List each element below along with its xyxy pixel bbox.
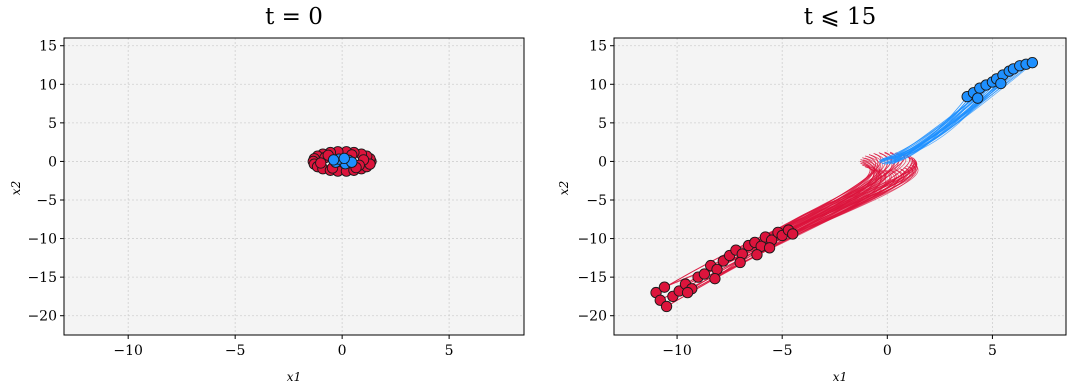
right-trajectory-marks bbox=[650, 57, 1039, 313]
y-tick-label: −10 bbox=[27, 232, 57, 248]
y-tick-label: 10 bbox=[39, 77, 57, 93]
red-point bbox=[315, 157, 327, 169]
x-tick-label: −10 bbox=[662, 343, 692, 359]
x-tick-label: 5 bbox=[445, 343, 454, 359]
y-tick-label: −20 bbox=[27, 309, 57, 325]
red-end-point bbox=[751, 249, 763, 261]
right-plot-frame bbox=[613, 37, 1067, 336]
red-end-point bbox=[763, 242, 776, 254]
left-plot-background bbox=[64, 38, 524, 335]
red-end-point bbox=[734, 256, 746, 269]
right-x-axis-label: x1 bbox=[833, 370, 847, 384]
right-chart-title: t ⩽ 15 bbox=[804, 4, 876, 30]
blue-end-point bbox=[972, 92, 984, 104]
left-chart-title: t = 0 bbox=[265, 4, 323, 30]
left-y-axis-label: x2 bbox=[9, 181, 23, 195]
y-tick-label: −5 bbox=[586, 193, 607, 209]
x-tick-label: −5 bbox=[772, 343, 793, 359]
blue-end-point bbox=[1026, 57, 1039, 69]
y-tick-label: 15 bbox=[39, 39, 57, 55]
left-plot-frame bbox=[63, 37, 525, 336]
trajectory-line bbox=[777, 169, 882, 233]
y-tick-label: −20 bbox=[577, 309, 607, 325]
x-tick-label: 0 bbox=[338, 343, 347, 359]
trajectory-line bbox=[714, 169, 905, 280]
trajectory-line bbox=[781, 168, 886, 231]
trajectory-line bbox=[796, 162, 919, 232]
left-scatter-marks bbox=[307, 146, 377, 177]
left-x-axis-label: x1 bbox=[287, 370, 301, 384]
red-end-point bbox=[787, 228, 799, 240]
left-ticks: −10 −5 0 5 15 10 5 0 −5 −10 −15 −20 bbox=[27, 39, 453, 359]
red-end-point bbox=[681, 286, 694, 299]
y-tick-label: 15 bbox=[589, 39, 607, 55]
red-end-point bbox=[658, 281, 671, 293]
red-end-point bbox=[709, 273, 721, 285]
trajectory-line bbox=[894, 83, 1002, 164]
y-tick-label: −10 bbox=[577, 232, 607, 248]
right-ticks: −10 −5 0 5 15 10 5 0 −5 −10 −15 −20 bbox=[577, 39, 996, 359]
x-tick-label: −10 bbox=[113, 343, 143, 359]
blue-end-point bbox=[995, 77, 1007, 90]
left-gridlines bbox=[64, 38, 524, 335]
right-y-axis-label: x2 bbox=[557, 181, 571, 195]
x-tick-label: 0 bbox=[883, 343, 892, 359]
red-end-point bbox=[660, 300, 673, 313]
y-tick-label: 0 bbox=[598, 154, 607, 170]
red-end-point bbox=[698, 268, 711, 280]
x-tick-label: −5 bbox=[225, 343, 246, 359]
y-tick-label: −15 bbox=[27, 270, 57, 286]
trajectory-line bbox=[888, 62, 1033, 165]
y-tick-label: 5 bbox=[48, 116, 57, 132]
y-tick-label: 10 bbox=[589, 77, 607, 93]
blue-point bbox=[327, 154, 340, 166]
y-tick-label: −5 bbox=[36, 193, 57, 209]
y-tick-label: 5 bbox=[598, 116, 607, 132]
left-chart-panel: −10 −5 0 5 15 10 5 0 −5 −10 −15 −20 t = 0 x1 x2 bbox=[9, 4, 525, 384]
x-tick-label: 5 bbox=[988, 343, 997, 359]
y-tick-label: −15 bbox=[577, 270, 607, 286]
y-tick-label: 0 bbox=[48, 154, 57, 170]
blue-point bbox=[338, 152, 350, 164]
trajectory-line bbox=[893, 80, 1006, 164]
right-chart-panel: −10 −5 0 5 15 10 5 0 −5 −10 −15 −20 t ⩽ 15 x1 x2 bbox=[557, 4, 1067, 384]
trajectory-line bbox=[786, 168, 891, 234]
